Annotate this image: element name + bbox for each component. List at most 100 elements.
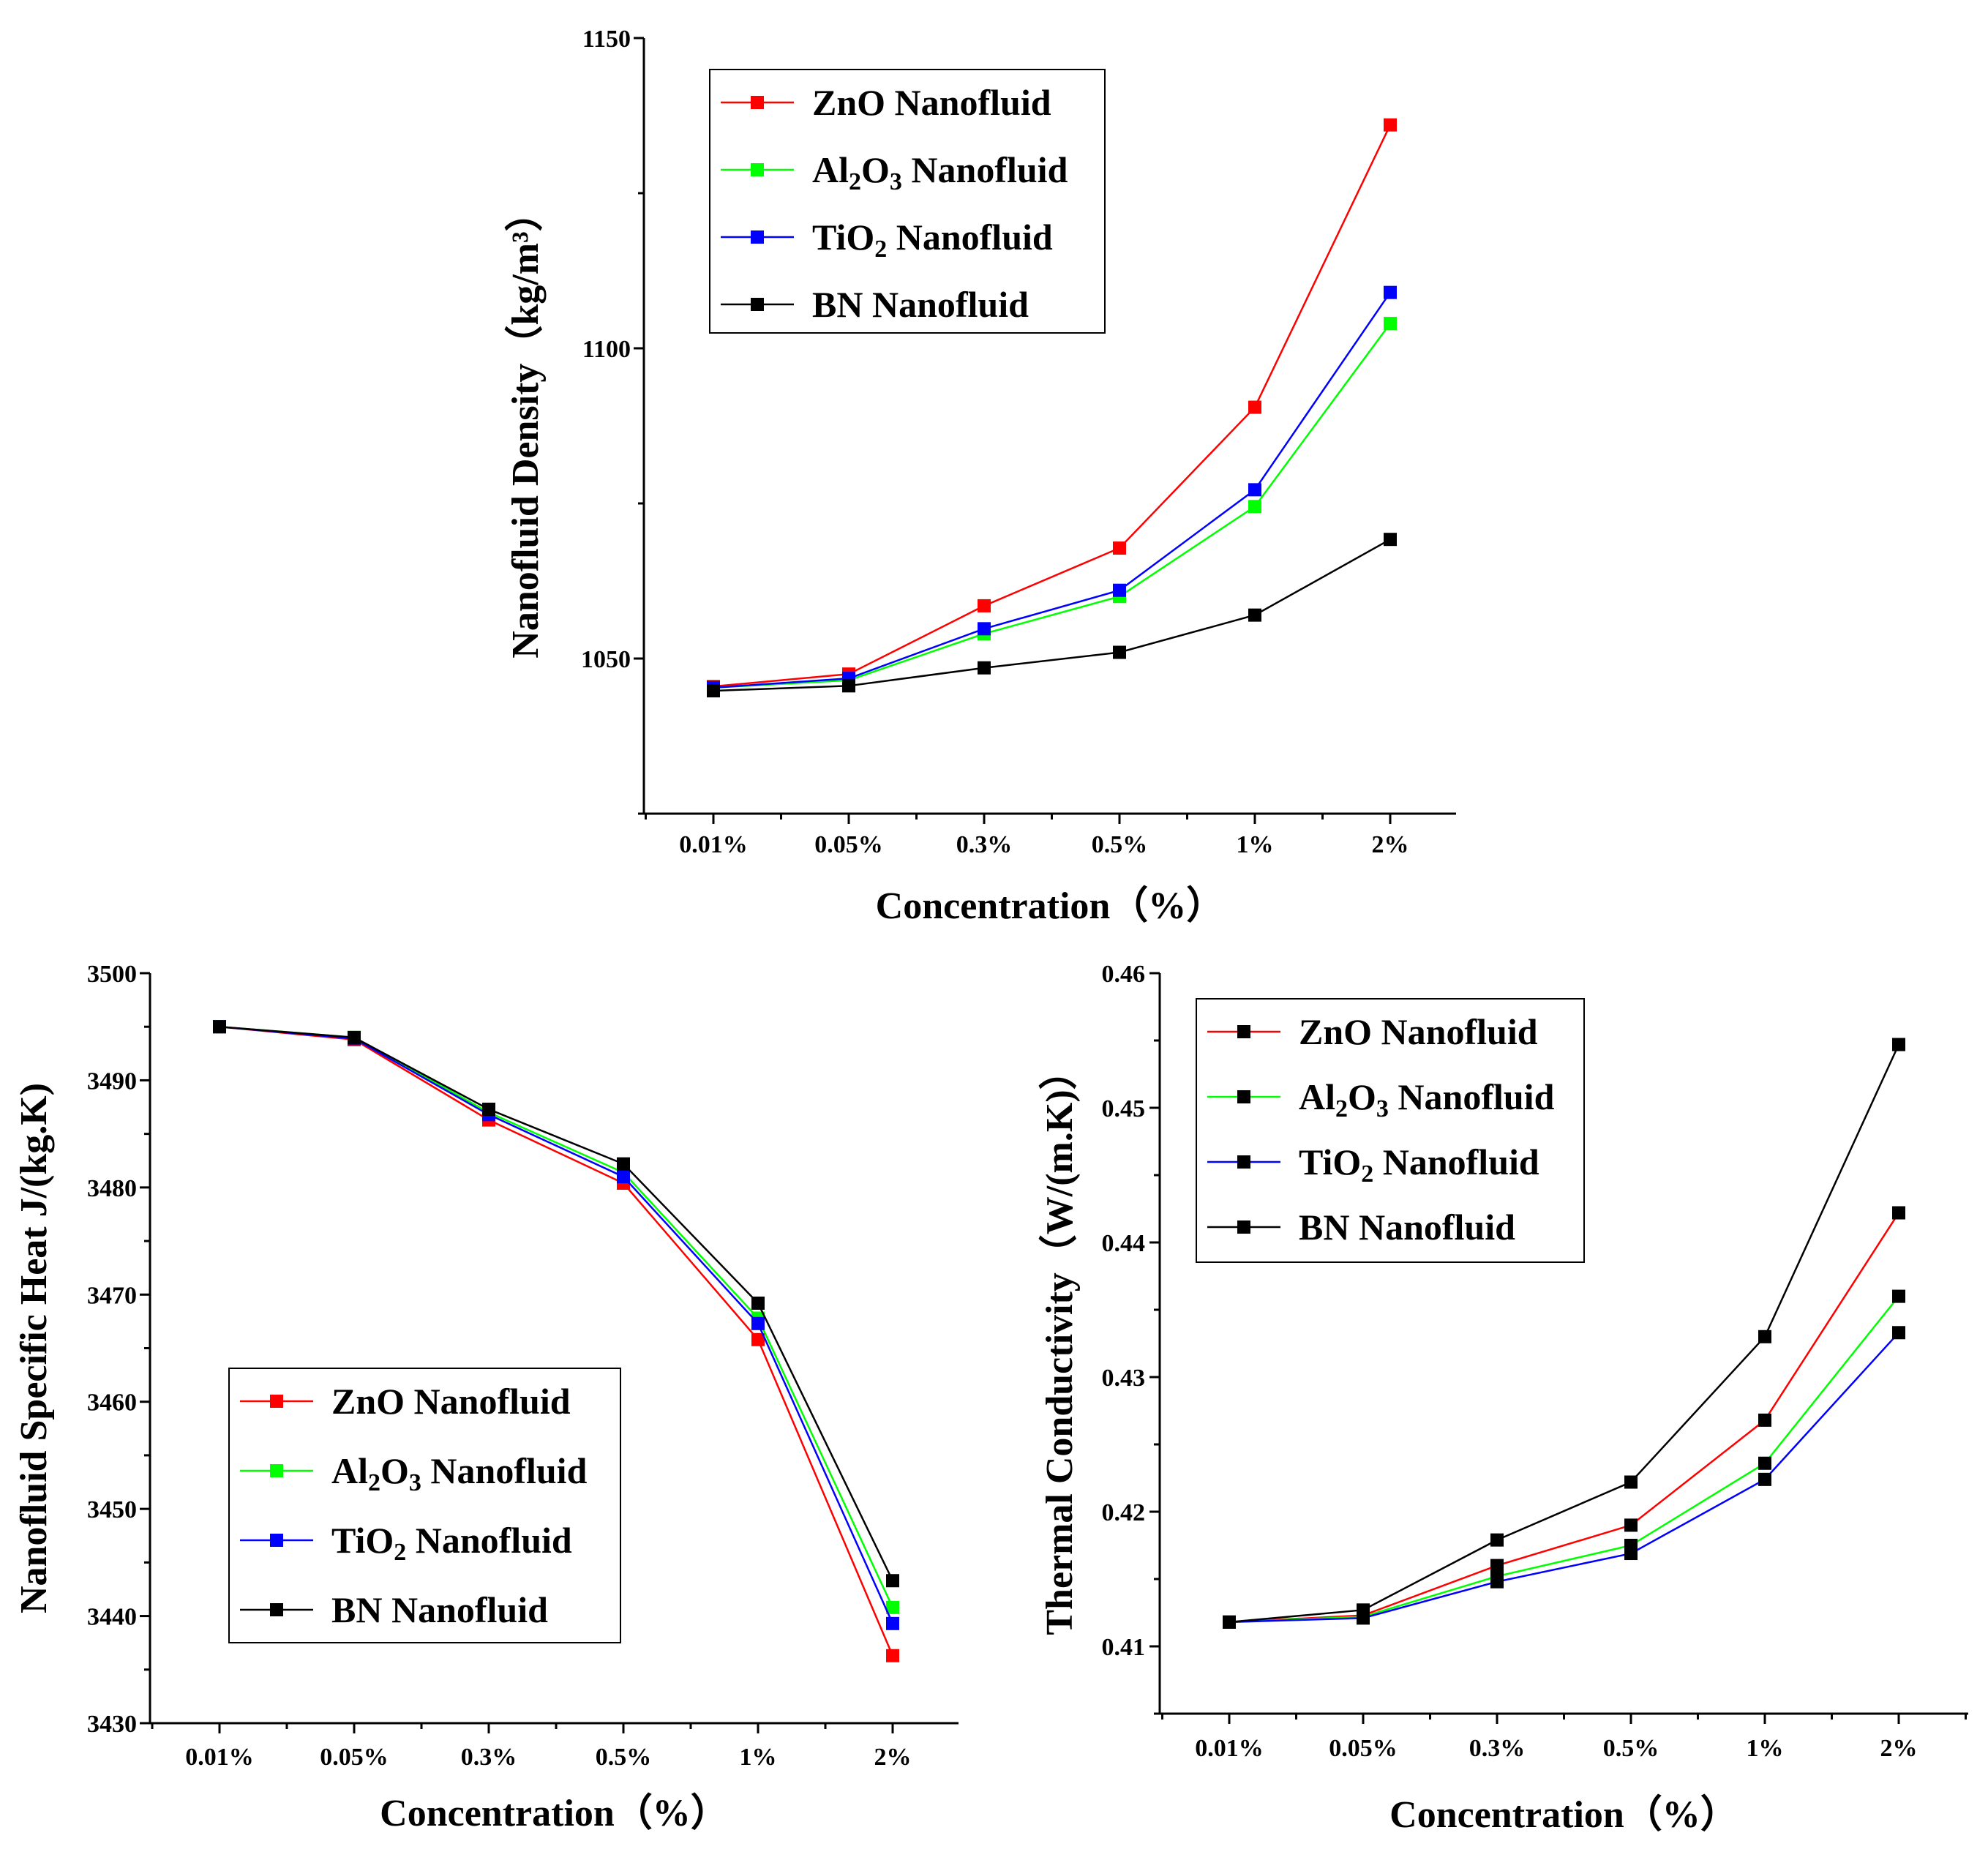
legend-marker-tio2 [270, 1534, 283, 1547]
x-tick-label: 0.01% [185, 1744, 254, 1771]
data-point-bn [886, 1574, 899, 1588]
data-point-bn [482, 1102, 495, 1116]
data-point-zno [1113, 541, 1126, 555]
y-axis-title: Nanofluid Specific Heat J/(kg.K) [13, 1083, 55, 1613]
series-line-zno [713, 124, 1392, 688]
x-tick-label: 1% [1747, 1735, 1784, 1762]
legend-marker-zno [270, 1395, 283, 1408]
series-line-tio2 [1229, 1332, 1899, 1624]
x-tick-label: 0.05% [1329, 1735, 1398, 1762]
data-point-tio2 [1490, 1575, 1504, 1589]
y-tick-label: 1100 [582, 336, 631, 363]
data-point-bn [213, 1020, 226, 1034]
data-point-zno [1248, 400, 1261, 414]
legend-label-tio2: TiO2 Nanofluid [331, 1520, 572, 1566]
legend-marker-al2o3 [270, 1464, 283, 1477]
legend-label-bn: BN Nanofluid [1299, 1207, 1515, 1248]
legend-subscript: 2 [394, 1539, 406, 1566]
legend-text-part: Nanofluid [1373, 1141, 1539, 1182]
data-point-al2o3 [1248, 500, 1261, 514]
series-line-al2o3 [1229, 1295, 1899, 1624]
legend-subscript: 3 [890, 168, 902, 195]
y-tick-label: 0.42 [1102, 1499, 1146, 1526]
data-point-tio2 [751, 1316, 765, 1330]
y-tick-label: 3500 [87, 961, 137, 988]
legend-text-part: TiO [812, 217, 874, 258]
series-line-tio2 [713, 291, 1392, 689]
legend-text-part: TiO [331, 1520, 394, 1561]
x-tick-label: 2% [874, 1744, 912, 1771]
legend-text-part: Al [331, 1450, 368, 1491]
legend-label-bn: BN Nanofluid [331, 1589, 548, 1630]
y-tick-label: 0.41 [1102, 1634, 1146, 1661]
y-tick-label: 0.46 [1102, 961, 1146, 988]
legend-label-zno: ZnO Nanofluid [812, 82, 1051, 123]
x-tick-label: 2% [1880, 1735, 1918, 1762]
data-point-tio2 [1892, 1326, 1905, 1340]
x-tick-label: 0.3% [1469, 1735, 1526, 1762]
legend-marker-zno [1237, 1025, 1250, 1038]
x-tick-label: 0.5% [596, 1744, 652, 1771]
legend-label-al2o3: Al2O3 Nanofluid [331, 1450, 588, 1496]
data-point-tio2 [978, 622, 991, 636]
y-tick-label: 3480 [87, 1175, 137, 1202]
legend-marker-tio2 [1237, 1155, 1250, 1169]
data-point-zno [1758, 1413, 1771, 1427]
legend-marker-zno [751, 96, 764, 109]
data-point-zno [886, 1649, 899, 1662]
legend-text-part: TiO [1299, 1141, 1361, 1182]
data-point-zno [978, 599, 991, 612]
data-point-al2o3 [1892, 1289, 1905, 1303]
y-axis-title: Nanofluid Density（kg/m³） [504, 193, 547, 658]
data-point-tio2 [617, 1170, 630, 1184]
x-tick-label: 0.5% [1603, 1735, 1659, 1762]
data-point-bn [1892, 1038, 1905, 1051]
data-point-tio2 [1758, 1472, 1771, 1486]
legend-text-part: Al [812, 149, 849, 190]
data-point-bn [348, 1030, 361, 1044]
legend-label-tio2: TiO2 Nanofluid [1299, 1141, 1539, 1188]
y-tick-label: 0.45 [1102, 1095, 1146, 1122]
legend-text-part: Al [1299, 1076, 1335, 1117]
data-point-zno [1892, 1206, 1905, 1220]
data-point-bn [1223, 1615, 1236, 1629]
data-point-al2o3 [1758, 1456, 1771, 1470]
specific-heat-chart: 0.01% 0.05% 0.3% 0.5% 1% 2% 3430 3440 3450 3460 34… [13, 961, 959, 1834]
legend-text-part: Nanofluid [1389, 1076, 1555, 1117]
density-chart: 0.01% 0.05% 0.3% 0.5% 1% 2% 1050 1100 1150 Concen… [504, 26, 1456, 927]
legend-marker-tio2 [751, 230, 764, 244]
data-point-zno [1384, 118, 1397, 132]
y-tick-label: 3430 [87, 1711, 137, 1738]
legend-text-part: Nanofluid [421, 1450, 588, 1491]
legend-box [228, 1368, 621, 1643]
y-tick-label: 1050 [581, 646, 631, 673]
series-line-al2o3 [713, 323, 1392, 689]
data-point-bn [842, 679, 855, 693]
data-point-zno [1490, 1559, 1504, 1572]
legend-marker-bn [751, 298, 764, 311]
y-tick-label: 3470 [87, 1282, 137, 1309]
series-line-bn [219, 1025, 894, 1581]
legend-marker-bn [270, 1603, 283, 1616]
y-tick-label: 0.43 [1102, 1365, 1146, 1392]
legend-label-al2o3: Al2O3 Nanofluid [1299, 1076, 1555, 1122]
x-axis-title: Concentration（%） [1389, 1793, 1738, 1836]
y-tick-label: 0.44 [1102, 1230, 1146, 1257]
legend-label-al2o3: Al2O3 Nanofluid [812, 149, 1068, 195]
series-line-bn [713, 539, 1391, 692]
data-point-bn [978, 661, 991, 675]
series-line-bn [1229, 1043, 1900, 1624]
data-point-al2o3 [886, 1600, 899, 1614]
x-tick-label: 1% [740, 1744, 777, 1771]
legend-label-tio2: TiO2 Nanofluid [812, 217, 1053, 263]
legend-marker-al2o3 [751, 163, 764, 176]
y-tick-label: 3490 [87, 1068, 137, 1095]
legend-box [709, 69, 1106, 334]
legend-subscript: 2 [874, 236, 887, 263]
x-axis-title: Concentration（%） [380, 1792, 729, 1834]
legend-label-bn: BN Nanofluid [812, 284, 1029, 325]
legend-subscript: 3 [1376, 1095, 1389, 1122]
data-point-bn [1248, 608, 1261, 622]
legend-text-part: O [1348, 1076, 1376, 1117]
